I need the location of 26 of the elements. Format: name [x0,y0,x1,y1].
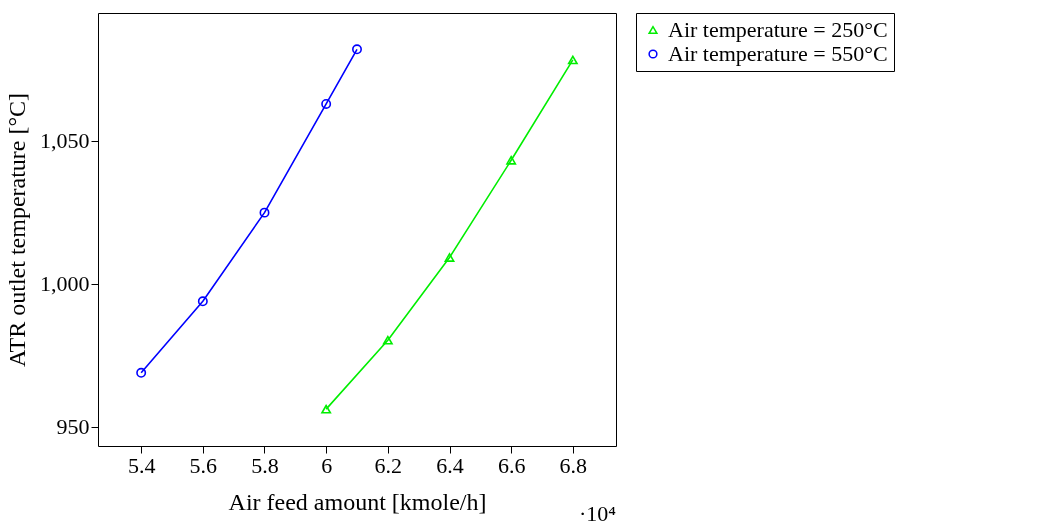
point [352,44,362,55]
point [382,335,393,345]
point [506,155,517,165]
x-tick-label: 6.6 [497,452,526,478]
x-tick-label: 6.2 [374,452,403,478]
x-tick-label: 5.6 [189,452,218,478]
x-tick-label: 6.4 [436,452,464,478]
y-tick-label: 950 [56,414,90,440]
y-tick-label: 1,000 [40,271,90,297]
legend-label: Air temperature = 550°C [668,41,888,66]
x-axis-title: Air feed amount [kmole/h] [228,488,487,515]
point [136,367,147,378]
point [567,55,578,65]
x-tick-label: 6.8 [559,452,588,478]
x-tick-label: 5.4 [127,452,156,478]
point [444,253,455,262]
text: ·10⁴ [579,501,617,521]
y-axis-title: ATR outlet temperature [°C] [4,92,30,368]
x-tick-label: 5.8 [251,452,279,478]
point [259,207,270,218]
legend-label: Air temperature = 250°C [668,17,888,42]
point [197,296,208,307]
y-tick-label: 1,050 [40,128,90,154]
x-tick-label: 6 [321,452,333,478]
point [321,404,332,414]
point [321,98,332,109]
